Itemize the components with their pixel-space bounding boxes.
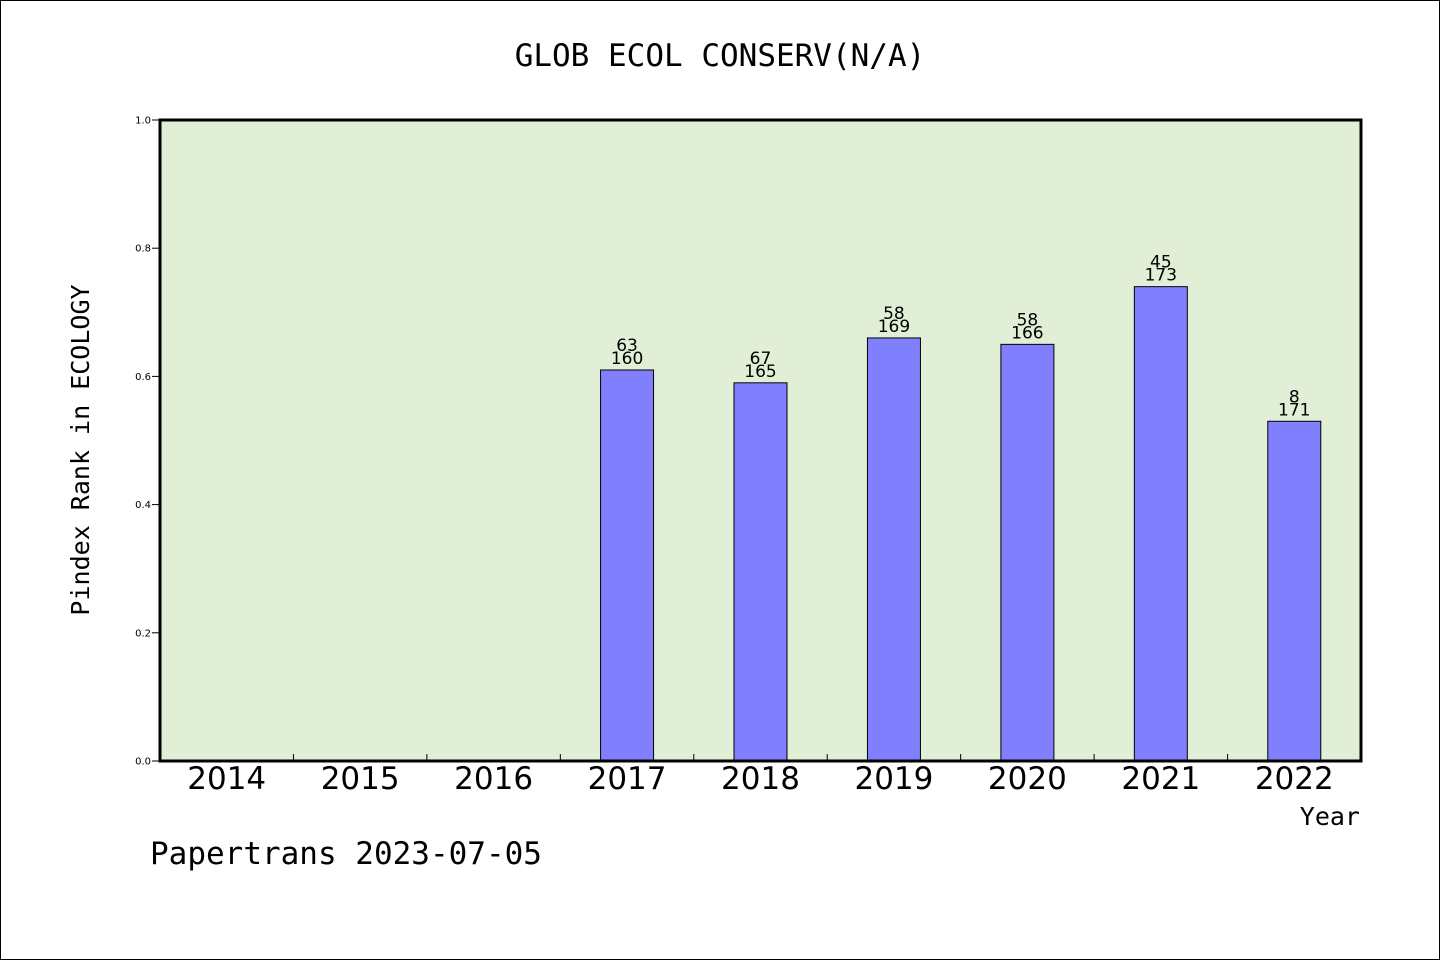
- bar: [733, 382, 788, 762]
- x-axis-title: Year: [1300, 802, 1360, 831]
- x-tick-label: 2021: [1121, 761, 1200, 797]
- bar-rank-label: 8: [1289, 387, 1300, 407]
- bar-total-label: 166: [1011, 323, 1043, 343]
- y-tick-label: 0.4: [135, 500, 151, 511]
- bar: [1000, 343, 1055, 762]
- bar-rank-label: 63: [616, 336, 638, 356]
- bar: [1267, 420, 1322, 762]
- x-tick-label: 2020: [988, 761, 1067, 797]
- bar-total-label: 169: [878, 317, 910, 337]
- x-tick-label: 2015: [321, 761, 400, 797]
- bar-total-label: 165: [744, 362, 776, 382]
- bar: [1133, 286, 1188, 762]
- y-tick-label: 1.0: [135, 116, 151, 127]
- y-axis-title: Pindex Rank in ECOLOGY: [66, 284, 95, 615]
- credit-text: Papertrans 2023-07-05: [150, 836, 542, 872]
- bar-rank-label: 67: [750, 349, 772, 369]
- y-tick-label: 0.2: [135, 628, 151, 639]
- bar-rank-label: 45: [1150, 253, 1172, 273]
- bar-rank-label: 58: [1017, 310, 1039, 330]
- x-tick-label: 2018: [721, 761, 800, 797]
- y-axis: 0.0 0.2 0.4 0.6 0.8 1.0: [135, 116, 160, 768]
- bars: [600, 286, 1322, 762]
- x-tick-label: 2022: [1255, 761, 1334, 797]
- bar: [866, 337, 921, 762]
- x-tick-label: 2019: [854, 761, 933, 797]
- x-tick-label: 2017: [588, 761, 667, 797]
- x-tick-label: 2016: [454, 761, 533, 797]
- y-tick-label: 0.8: [135, 244, 151, 255]
- bar-rank-label: 58: [883, 304, 905, 324]
- chart-title: GLOB ECOL CONSERV(N/A): [515, 38, 926, 74]
- bar-total-label: 160: [611, 349, 643, 369]
- x-tick-label: 2014: [187, 761, 266, 797]
- bar-total-label: 173: [1145, 266, 1177, 286]
- x-axis: 2014 2015 2016 2017 2018 2019 2020 2021 2022: [187, 754, 1334, 797]
- bar-total-label: 171: [1278, 400, 1310, 420]
- y-tick-label: 0.0: [135, 757, 151, 768]
- bar: [600, 369, 655, 762]
- y-tick-label: 0.6: [135, 372, 151, 383]
- plot-border: [158, 118, 1363, 763]
